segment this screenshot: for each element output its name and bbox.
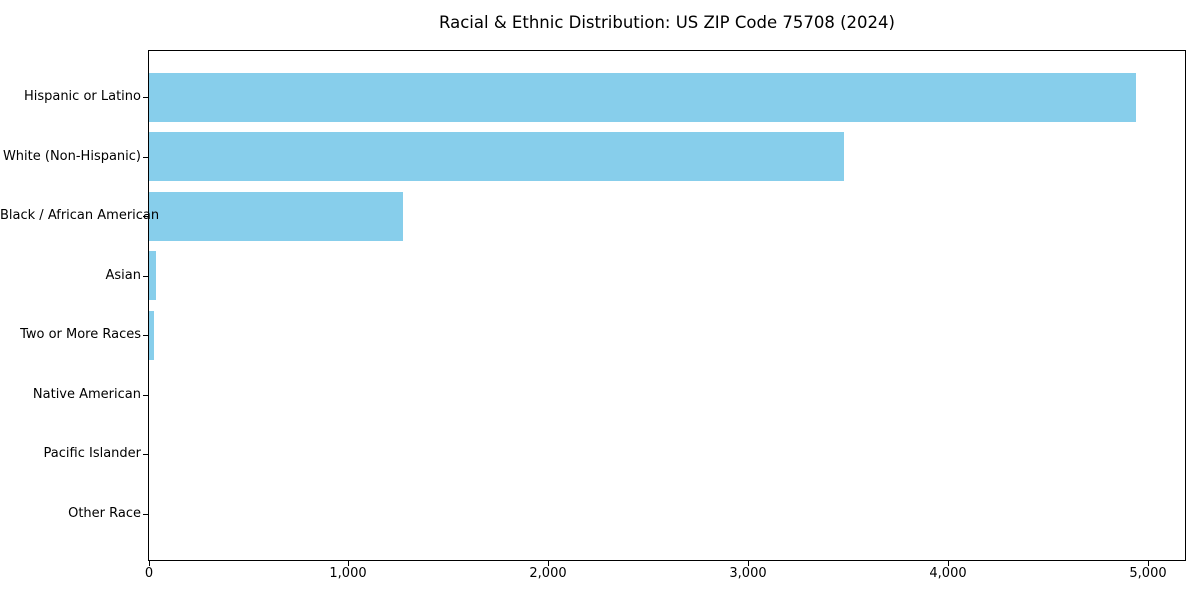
y-tick-mark bbox=[143, 216, 148, 217]
x-tick-label: 2,000 bbox=[529, 566, 567, 581]
y-tick-mark bbox=[143, 276, 148, 277]
x-tick-label: 5,000 bbox=[1129, 566, 1167, 581]
x-tick-label: 3,000 bbox=[729, 566, 767, 581]
y-tick-mark bbox=[143, 157, 148, 158]
x-tick-mark bbox=[948, 561, 949, 566]
x-tick-label: 1,000 bbox=[329, 566, 367, 581]
y-tick-label: Pacific Islander bbox=[43, 446, 141, 461]
bar-two-or-more-races bbox=[149, 311, 154, 360]
plot-area bbox=[148, 50, 1186, 561]
bar-hispanic-or-latino bbox=[149, 73, 1136, 122]
y-tick-mark bbox=[143, 97, 148, 98]
y-tick-mark bbox=[143, 514, 148, 515]
x-tick-label: 4,000 bbox=[929, 566, 967, 581]
y-tick-label: White (Non-Hispanic) bbox=[2, 149, 141, 164]
bar-white-non-hispanic bbox=[149, 132, 844, 181]
chart-title: Racial & Ethnic Distribution: US ZIP Cod… bbox=[439, 13, 895, 32]
y-tick-label: Asian bbox=[105, 268, 141, 283]
x-tick-mark bbox=[149, 561, 150, 566]
x-tick-mark bbox=[1148, 561, 1149, 566]
x-tick-label: 0 bbox=[144, 566, 154, 581]
y-tick-mark bbox=[143, 395, 148, 396]
x-tick-mark bbox=[748, 561, 749, 566]
y-tick-label: Hispanic or Latino bbox=[23, 89, 141, 104]
x-tick-mark bbox=[548, 561, 549, 566]
x-tick-mark bbox=[348, 561, 349, 566]
bar-black-african-american bbox=[149, 192, 403, 241]
bar-asian bbox=[149, 251, 156, 300]
y-tick-label: Two or More Races bbox=[20, 327, 141, 342]
y-tick-label: Black / African American bbox=[0, 208, 160, 223]
y-tick-mark bbox=[143, 454, 148, 455]
y-tick-mark bbox=[143, 335, 148, 336]
y-tick-label: Other Race bbox=[68, 506, 141, 521]
y-tick-label: Native American bbox=[32, 387, 141, 402]
